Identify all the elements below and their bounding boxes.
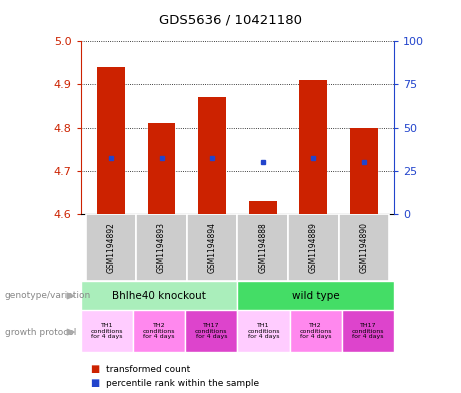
Bar xyxy=(249,201,277,214)
Text: TH2
conditions
for 4 days: TH2 conditions for 4 days xyxy=(300,323,332,340)
Text: GSM1194888: GSM1194888 xyxy=(258,222,267,273)
Bar xyxy=(185,310,237,352)
Bar xyxy=(136,214,187,281)
Text: TH1
conditions
for 4 days: TH1 conditions for 4 days xyxy=(90,323,123,340)
Text: GSM1194893: GSM1194893 xyxy=(157,222,166,273)
Text: GDS5636 / 10421180: GDS5636 / 10421180 xyxy=(159,14,302,27)
Bar xyxy=(237,281,394,310)
Bar xyxy=(290,310,342,352)
Text: TH17
conditions
for 4 days: TH17 conditions for 4 days xyxy=(195,323,228,340)
Text: percentile rank within the sample: percentile rank within the sample xyxy=(106,379,259,387)
Bar xyxy=(81,281,237,310)
Text: GSM1194889: GSM1194889 xyxy=(309,222,318,273)
Text: GSM1194890: GSM1194890 xyxy=(359,222,368,273)
Text: TH1
conditions
for 4 days: TH1 conditions for 4 days xyxy=(247,323,280,340)
Text: genotype/variation: genotype/variation xyxy=(5,292,91,300)
Bar xyxy=(338,214,389,281)
Bar xyxy=(86,214,136,281)
Bar xyxy=(187,214,237,281)
Bar xyxy=(97,67,125,214)
Text: ■: ■ xyxy=(90,364,99,375)
Bar xyxy=(350,128,378,214)
Text: TH17
conditions
for 4 days: TH17 conditions for 4 days xyxy=(352,323,384,340)
Text: GSM1194894: GSM1194894 xyxy=(207,222,217,273)
Text: wild type: wild type xyxy=(292,291,340,301)
Bar xyxy=(198,97,226,214)
Bar xyxy=(288,214,338,281)
Text: transformed count: transformed count xyxy=(106,365,190,374)
Bar xyxy=(133,310,185,352)
Text: Bhlhe40 knockout: Bhlhe40 knockout xyxy=(112,291,206,301)
Bar xyxy=(237,214,288,281)
Bar xyxy=(299,80,327,214)
Bar xyxy=(81,310,133,352)
Bar xyxy=(148,123,176,214)
Text: TH2
conditions
for 4 days: TH2 conditions for 4 days xyxy=(143,323,175,340)
Text: GSM1194892: GSM1194892 xyxy=(106,222,116,273)
Bar xyxy=(342,310,394,352)
Text: growth protocol: growth protocol xyxy=(5,328,76,336)
Bar xyxy=(237,310,290,352)
Text: ■: ■ xyxy=(90,378,99,388)
